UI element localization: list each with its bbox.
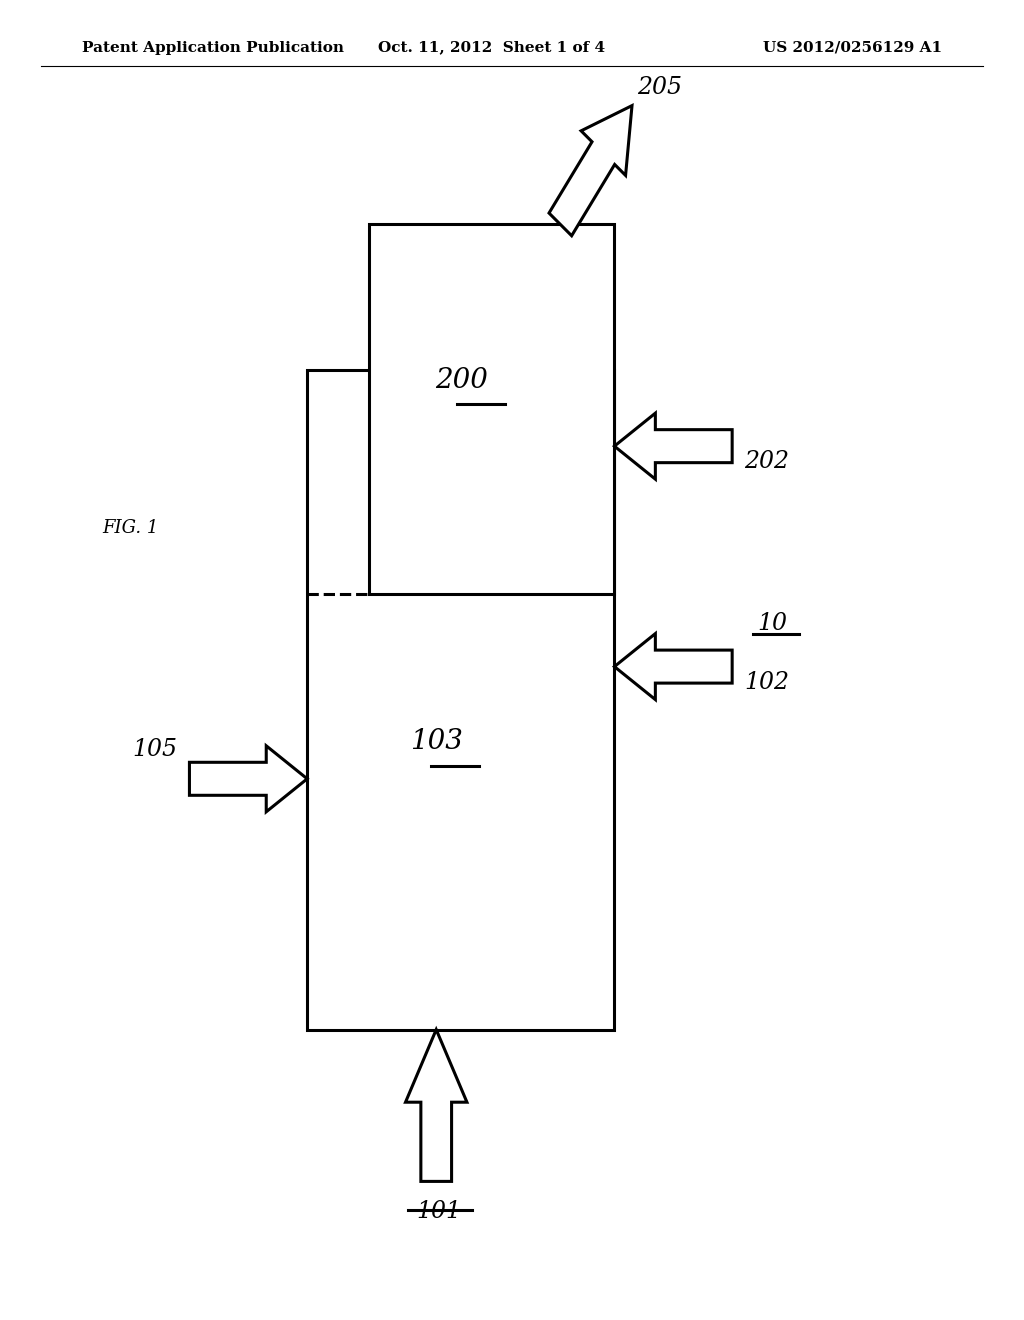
Text: 10: 10 — [758, 611, 787, 635]
Bar — [369, 224, 614, 594]
Text: 101: 101 — [417, 1200, 462, 1222]
Polygon shape — [614, 413, 732, 479]
Polygon shape — [614, 634, 732, 700]
Text: US 2012/0256129 A1: US 2012/0256129 A1 — [763, 41, 942, 54]
Text: 103: 103 — [410, 729, 463, 755]
Text: 205: 205 — [637, 77, 682, 99]
Text: Patent Application Publication: Patent Application Publication — [82, 41, 344, 54]
Text: 102: 102 — [744, 671, 790, 694]
Polygon shape — [406, 1030, 467, 1181]
Bar — [307, 370, 614, 1030]
Text: FIG. 1: FIG. 1 — [102, 519, 159, 537]
Text: 105: 105 — [132, 738, 177, 762]
Polygon shape — [549, 106, 632, 236]
Polygon shape — [189, 746, 307, 812]
Text: 202: 202 — [744, 450, 790, 474]
Text: 200: 200 — [435, 367, 488, 393]
Text: Oct. 11, 2012  Sheet 1 of 4: Oct. 11, 2012 Sheet 1 of 4 — [378, 41, 605, 54]
